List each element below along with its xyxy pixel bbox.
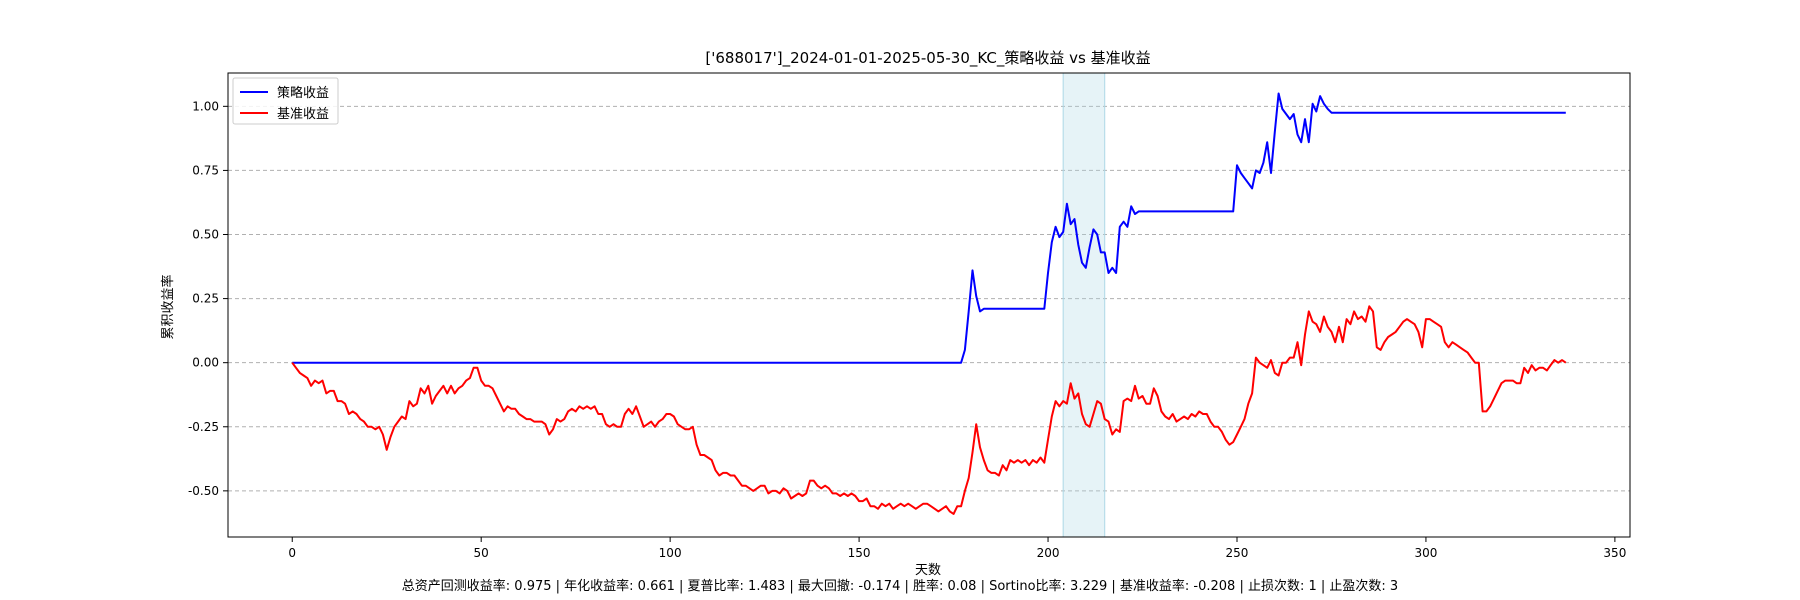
x-tick-label: 50 xyxy=(474,546,489,560)
x-tick-label: 150 xyxy=(848,546,871,560)
y-tick-label: -0.25 xyxy=(188,420,219,434)
y-tick-label: 0.50 xyxy=(192,228,219,242)
legend-label-benchmark: 基准收益 xyxy=(277,107,329,122)
chart-title: ['688017']_2024-01-01-2025-05-30_KC_策略收益… xyxy=(705,49,1150,68)
x-tick-label: 200 xyxy=(1037,546,1060,560)
y-tick-label: 1.00 xyxy=(192,99,219,113)
x-tick-label: 100 xyxy=(659,546,682,560)
x-axis: 0 50 100 150 200 250 300 350 xyxy=(288,537,1626,560)
metrics-footer: 总资产回测收益率: 0.975 | 年化收益率: 0.661 | 夏普比率: 1… xyxy=(401,579,1399,594)
y-tick-label: 0.25 xyxy=(192,292,219,306)
y-axis-label: 累积收益率 xyxy=(160,274,176,339)
shaded-region xyxy=(1062,72,1106,538)
series-lines xyxy=(291,92,1567,515)
x-axis-label: 天数 xyxy=(915,563,941,578)
y-tick-label: 0.00 xyxy=(192,356,219,370)
legend: 策略收益 基准收益 xyxy=(232,77,339,125)
x-tick-label: 0 xyxy=(288,546,296,560)
x-tick-label: 250 xyxy=(1226,546,1249,560)
y-tick-label: -0.50 xyxy=(188,484,219,498)
x-tick-label: 350 xyxy=(1603,546,1626,560)
y-axis: -0.50 -0.25 0.00 0.25 0.50 0.75 1.00 xyxy=(188,99,228,498)
plot-frame xyxy=(227,72,1631,538)
strategy-line xyxy=(292,92,1566,364)
y-tick-label: 0.75 xyxy=(192,163,219,177)
x-tick-label: 300 xyxy=(1414,546,1437,560)
benchmark-line xyxy=(291,305,1567,515)
grid-lines xyxy=(228,105,1630,492)
legend-label-strategy: 策略收益 xyxy=(277,85,329,101)
